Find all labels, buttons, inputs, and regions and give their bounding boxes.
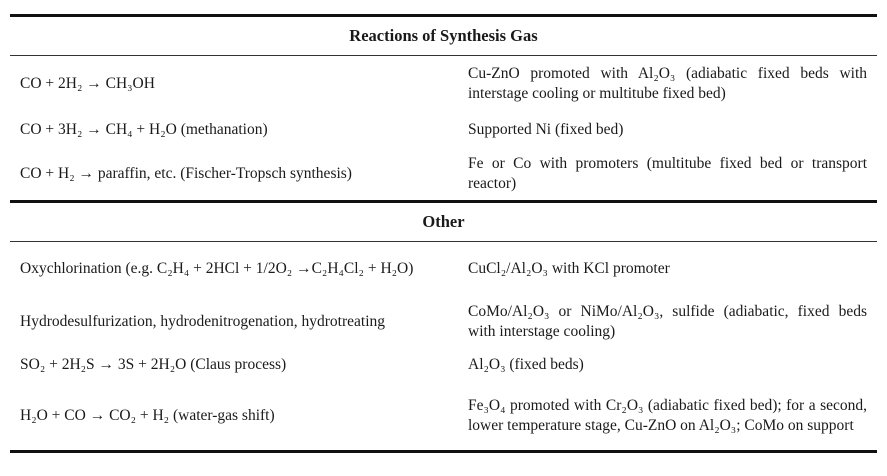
table-row: Oxychlorination (e.g. C₂H₄ + 2HCl + 1/2O… xyxy=(10,242,877,296)
catalyst-cell: Fe or Co with promoters (multitube fixed… xyxy=(468,154,867,192)
catalyst-cell: CoMo/Al₂O₃ or NiMo/Al₂O₃, sulfide (adiab… xyxy=(468,302,867,340)
table-row: SO₂ + 2H₂S → 3S + 2H₂O (Claus process) A… xyxy=(10,348,877,382)
reaction-cell: Oxychlorination (e.g. C₂H₄ + 2HCl + 1/2O… xyxy=(20,259,414,277)
table-row: CO + 3H₂ → CH₄ + H₂O (methanation) Suppo… xyxy=(10,112,877,148)
catalyst-cell: Fe₃O₄ promoted with Cr₂O₃ (adiabatic fix… xyxy=(460,381,877,453)
reaction-cell: CO + 3H₂ → CH₄ + H₂O (methanation) xyxy=(20,120,268,138)
table-row: Hydrodesulfurization, hydrodenitrogenati… xyxy=(10,296,877,348)
section-title: Other xyxy=(10,200,877,242)
table-row: CO + 2H₂ → CH₃OH Cu-ZnO promoted with Al… xyxy=(10,56,877,112)
reaction-cell: H₂O + CO → CO₂ + H₂ (water-gas shift) xyxy=(10,381,460,453)
table-row: CO + H₂ → paraffin, etc. (Fischer-Tropsc… xyxy=(10,148,877,202)
catalyst-table: Reactions of Synthesis Gas CO + 2H₂ → CH… xyxy=(10,14,877,453)
reaction-cell: SO₂ + 2H₂S → 3S + 2H₂O (Claus process) xyxy=(20,355,287,373)
catalyst-cell: CuCl₂/Al₂O₃ with KCl promoter xyxy=(468,259,670,277)
section-header-other: Other xyxy=(10,200,877,242)
table-row: H₂O + CO → CO₂ + H₂ (water-gas shift) Fe… xyxy=(10,381,877,453)
section-header-synthesis-gas: Reactions of Synthesis Gas xyxy=(10,14,877,56)
catalyst-cell: Supported Ni (fixed bed) xyxy=(468,120,624,138)
section-title: Reactions of Synthesis Gas xyxy=(10,14,877,56)
reaction-cell: Hydrodesulfurization, hydrodenitrogenati… xyxy=(20,312,386,330)
catalyst-cell: Cu-ZnO promoted with Al₂O₃ (adiabatic fi… xyxy=(468,64,867,102)
catalyst-cell: Al₂O₃ (fixed beds) xyxy=(468,355,584,373)
reaction-cell: CO + 2H₂ → CH₃OH xyxy=(20,74,155,92)
reaction-cell: CO + H₂ → paraffin, etc. (Fischer-Tropsc… xyxy=(20,164,352,182)
